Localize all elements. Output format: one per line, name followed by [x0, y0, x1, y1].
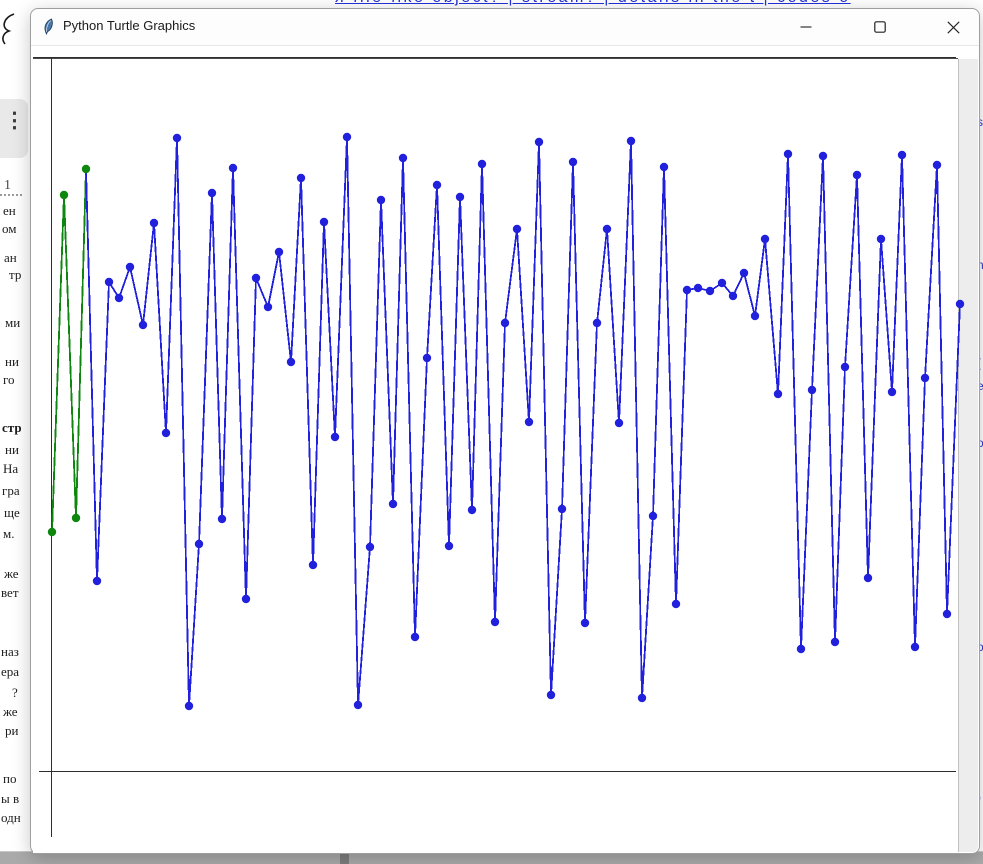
text-fragment: стр: [2, 420, 22, 435]
close-icon: [946, 20, 960, 34]
background-ruler-ticks: [0, 194, 22, 196]
text-fragment: o: [977, 436, 983, 450]
background-squiggle-glyph: [2, 13, 15, 45]
text-fragment: ни: [5, 442, 19, 457]
text-fragment: ан: [4, 250, 17, 265]
turtle-canvas[interactable]: [33, 58, 958, 853]
text-fragment: ми: [5, 315, 21, 330]
minimize-button[interactable]: [783, 9, 829, 45]
text-fragment: же: [4, 566, 19, 581]
vertical-scrollbar[interactable]: [958, 59, 978, 852]
text-fragment: n: [977, 258, 983, 272]
text-fragment: ера: [1, 664, 20, 679]
text-fragment: одн: [1, 810, 21, 825]
background-bottom-band-notch: [340, 852, 349, 864]
python-feather-icon: [44, 18, 53, 36]
text-fragment: s: [977, 115, 983, 129]
kebab-menu-icon: ⋮: [4, 109, 25, 132]
window-title: Python Turtle Graphics: [63, 18, 196, 33]
text-fragment: ом: [2, 221, 17, 236]
text-fragment: o: [977, 640, 983, 654]
background-left-text-column: ен ом ан тр ми ни го стр ни На гра ще м. же вет наз ера?…: [0, 0, 29, 863]
text-fragment: го: [3, 372, 15, 387]
text-fragment: же: [3, 704, 18, 719]
text-fragment: вет: [1, 585, 19, 600]
close-button[interactable]: [930, 9, 976, 45]
maximize-icon: [874, 21, 886, 33]
minimize-icon: [800, 26, 812, 28]
text-fragment: ри: [5, 723, 19, 738]
text-fragment: ен: [3, 203, 16, 218]
text-fragment: ни: [5, 354, 19, 369]
text-fragment: наз: [1, 644, 19, 659]
maximize-button[interactable]: [857, 9, 903, 45]
text-fragment: ы в: [1, 791, 20, 806]
background-menu-pill: [0, 99, 28, 158]
text-fragment: ще: [4, 505, 20, 520]
text-fragment: м.: [3, 526, 15, 541]
title-bar[interactable]: Python Turtle Graphics: [31, 9, 979, 46]
text-fragment: по: [3, 771, 17, 786]
background-ruler-label: 1: [4, 178, 11, 193]
text-fragment: гра: [2, 483, 20, 498]
text-fragment: тр: [9, 267, 22, 282]
text-fragment: На: [3, 461, 19, 476]
background-link-text-clipped: я file-like object? | stream? | details …: [335, 0, 977, 7]
text-fragment: ?: [12, 685, 18, 700]
turtle-window: Python Turtle Graphics: [30, 8, 980, 854]
text-fragment: e: [977, 379, 983, 393]
